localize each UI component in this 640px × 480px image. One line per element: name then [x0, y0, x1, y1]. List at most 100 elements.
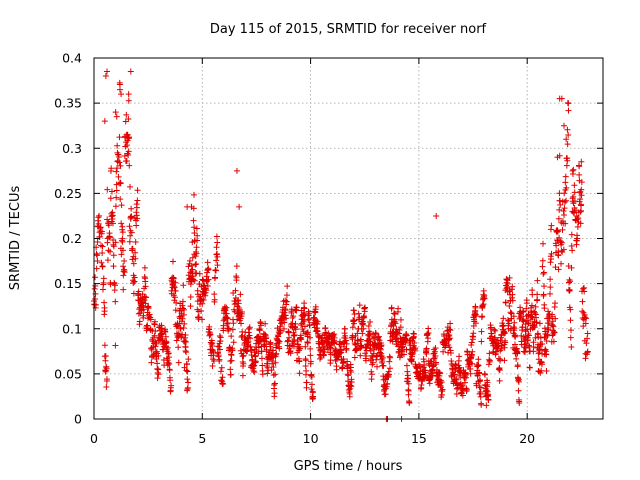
data-point [118, 220, 125, 227]
data-point [363, 352, 370, 359]
data-point [175, 344, 182, 351]
data-point [564, 141, 571, 148]
data-point [216, 346, 223, 353]
data-point [114, 165, 121, 172]
data-point [163, 339, 170, 346]
data-point [543, 338, 550, 345]
data-point [545, 326, 552, 333]
data-point [116, 81, 123, 88]
data-point [515, 387, 522, 394]
data-point [376, 337, 383, 344]
data-point [276, 345, 283, 352]
data-point [258, 355, 265, 362]
data-point [93, 265, 100, 272]
data-point [336, 338, 343, 345]
data-point [185, 263, 192, 270]
data-point [479, 313, 486, 320]
data-point [272, 359, 279, 366]
data-point [470, 330, 477, 337]
data-point [539, 257, 546, 264]
data-point [256, 327, 263, 334]
data-point [563, 136, 570, 143]
data-point [348, 369, 355, 376]
data-point [145, 305, 152, 312]
data-point [380, 362, 387, 369]
data-point [103, 68, 110, 75]
data-point [482, 371, 489, 378]
data-point [125, 91, 132, 98]
x-tick-label: 5 [198, 431, 206, 446]
data-point [213, 233, 220, 240]
data-point [397, 353, 404, 360]
data-point [152, 328, 159, 335]
data-point [412, 345, 419, 352]
data-point [501, 330, 508, 337]
data-point [570, 193, 577, 200]
data-point [395, 305, 402, 312]
data-point [132, 238, 139, 245]
data-point [546, 290, 553, 297]
data-point [281, 319, 288, 326]
data-point [497, 356, 504, 363]
data-point [110, 263, 117, 270]
data-point [271, 390, 278, 397]
data-point [136, 318, 143, 325]
data-point [359, 330, 366, 337]
data-point [222, 307, 229, 314]
data-point [185, 356, 192, 363]
data-point [511, 341, 518, 348]
data-point [184, 368, 191, 375]
data-point [433, 212, 440, 219]
data-point [303, 379, 310, 386]
data-point [257, 322, 264, 329]
data-point [506, 303, 513, 310]
data-point [173, 299, 180, 306]
data-point [358, 343, 365, 350]
data-point [210, 358, 217, 365]
data-point [456, 353, 463, 360]
data-point [303, 384, 310, 391]
data-point [550, 323, 557, 330]
data-point [479, 302, 486, 309]
data-point [571, 198, 578, 205]
data-point [211, 291, 218, 298]
data-point [235, 300, 242, 307]
data-point [227, 366, 234, 373]
data-point [548, 250, 555, 257]
data-point [565, 107, 572, 114]
y-tick-label: 0.2 [62, 231, 82, 246]
data-point [271, 382, 278, 389]
data-point [361, 313, 368, 320]
data-point [192, 261, 199, 268]
data-point [105, 222, 112, 229]
x-tick-label: 20 [519, 431, 535, 446]
data-point [569, 247, 576, 254]
data-point [447, 350, 454, 357]
data-point [179, 298, 186, 305]
y-axis-label: SRMTID / TECUs [8, 186, 23, 291]
data-point [469, 348, 476, 355]
data-point [565, 100, 572, 107]
data-point [155, 352, 162, 359]
data-point [262, 320, 269, 327]
data-point [172, 307, 179, 314]
data-point [171, 294, 178, 301]
data-point [486, 357, 493, 364]
data-point [549, 311, 556, 318]
data-point [212, 267, 219, 274]
data-point [556, 206, 563, 213]
data-point [250, 367, 257, 374]
data-point [338, 349, 345, 356]
data-point [228, 357, 235, 364]
data-point [509, 291, 516, 298]
data-point [345, 372, 352, 379]
data-point [436, 370, 443, 377]
data-point [468, 339, 475, 346]
data-point [511, 325, 518, 332]
data-point [92, 296, 99, 303]
data-point [162, 328, 169, 335]
data-point [228, 352, 235, 359]
data-point [214, 262, 221, 269]
data-point [366, 330, 373, 337]
